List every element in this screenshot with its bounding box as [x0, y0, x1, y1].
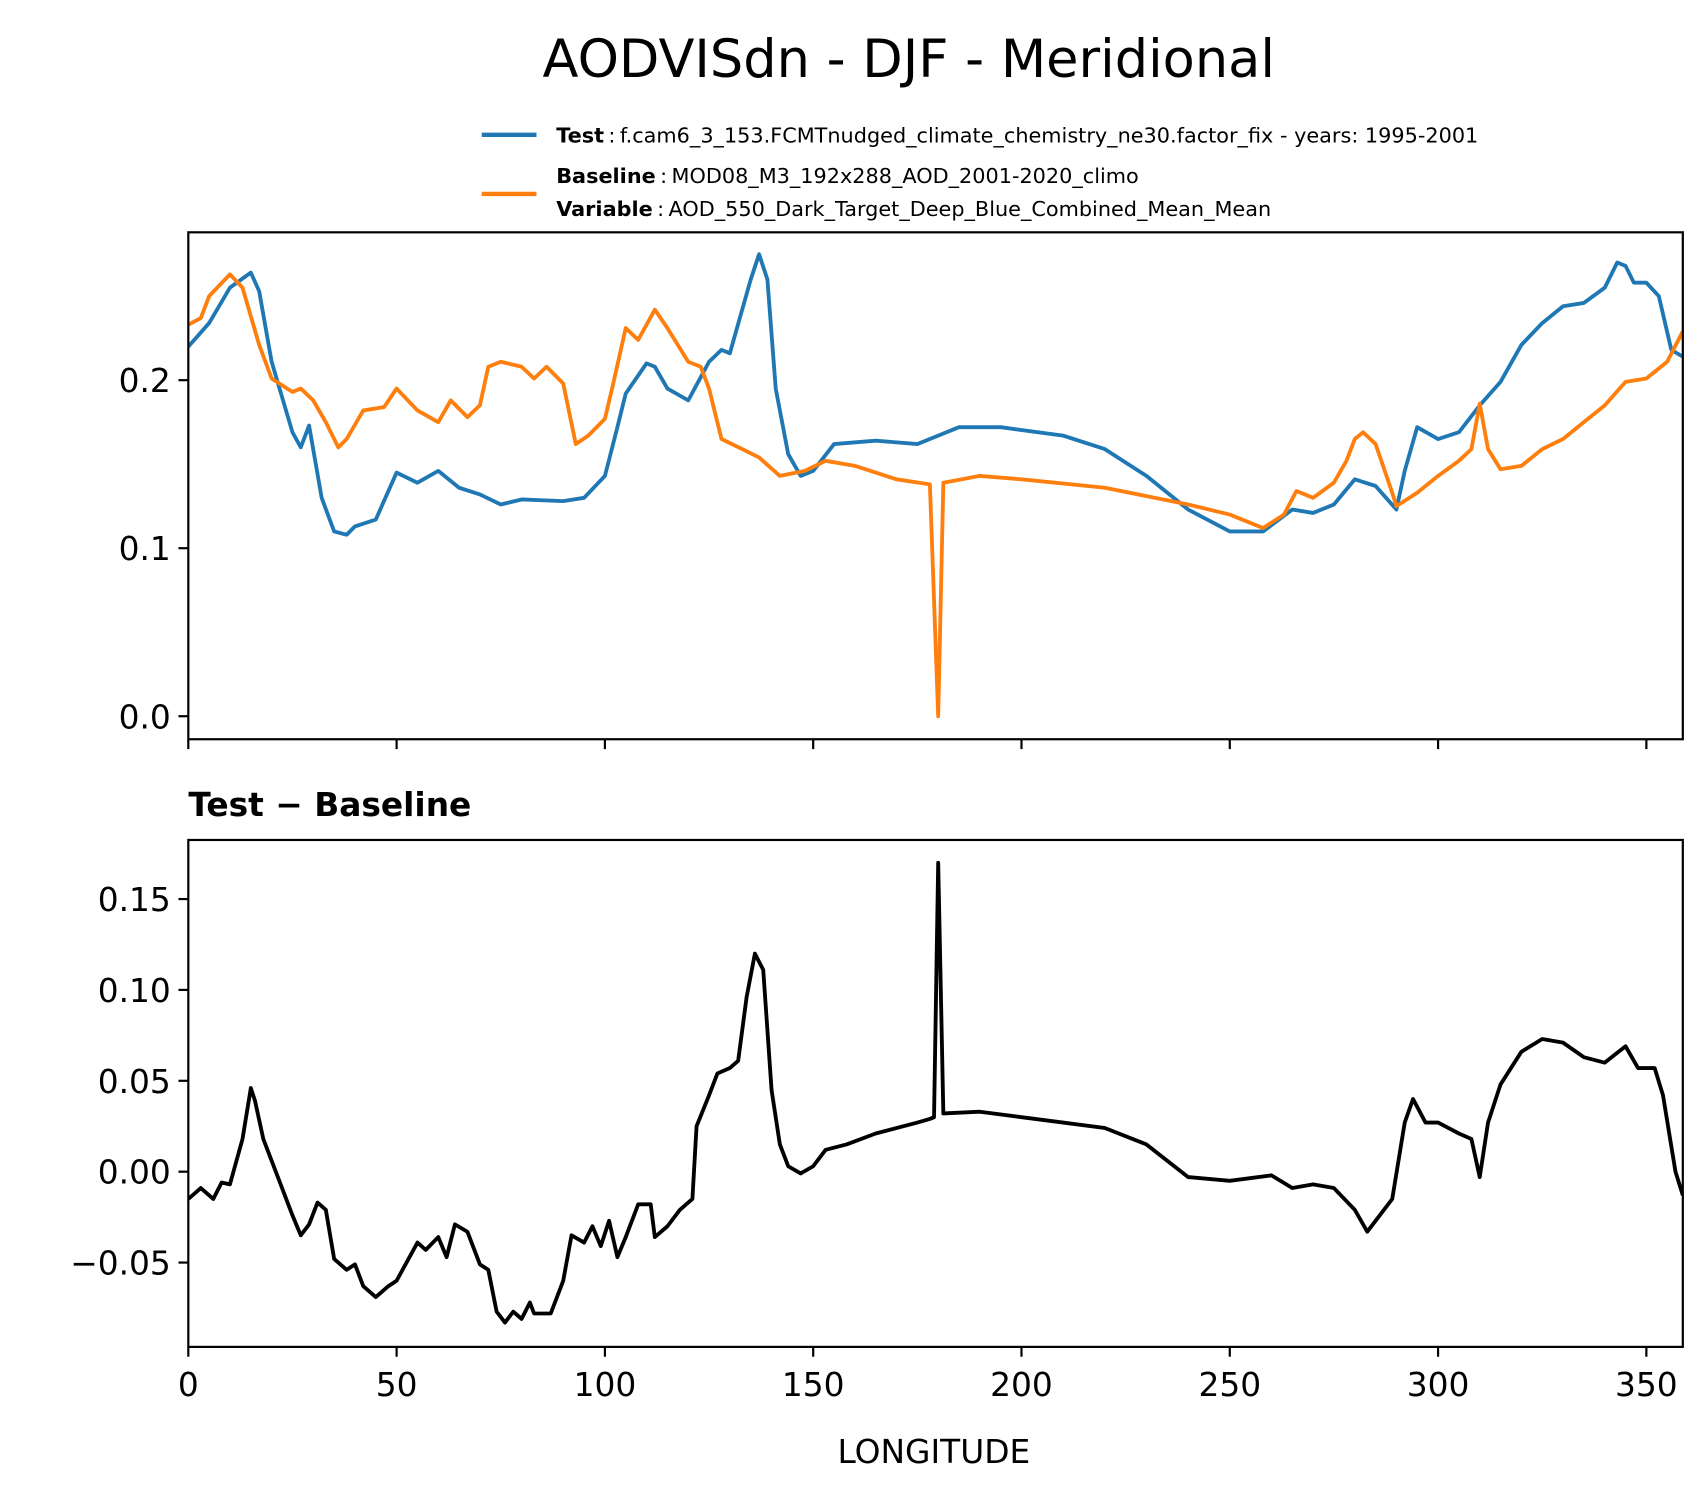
y-tick-label: 0.1: [119, 530, 171, 568]
legend-text: AOD_550_Dark_Target_Deep_Blue_Combined_M…: [669, 197, 1272, 221]
y-tick-label: 0.05: [98, 1063, 171, 1101]
legend-entry: Baseline: MOD08_M3_192x288_AOD_2001-2020_…: [556, 164, 1139, 188]
data-line: [188, 272, 1683, 719]
legend-entry: Variable: AOD_550_Dark_Target_Deep_Blue_C…: [556, 197, 1271, 221]
legend-entry: Test: f.cam6_3_153.FCMTnudged_climate_che…: [556, 124, 1478, 148]
x-tick-label: 200: [990, 1366, 1053, 1404]
plot-frame: [187, 838, 1684, 1348]
data-line: [188, 252, 1683, 537]
legend-key: Test: [556, 124, 604, 148]
y-tick-label: 0.10: [98, 972, 171, 1010]
x-tick-label: 50: [376, 1366, 418, 1404]
legend-key: Variable: [556, 197, 653, 221]
x-tick-label: 350: [1615, 1366, 1678, 1404]
x-tick-label: 150: [782, 1366, 845, 1404]
legend-text: f.cam6_3_153.FCMTnudged_climate_chemistr…: [620, 124, 1478, 148]
legend-key: Baseline: [556, 164, 656, 188]
legend-separator: :: [608, 124, 615, 148]
chart-title: AODVISdn - DJF - Meridional: [543, 29, 1275, 90]
legend-separator: :: [657, 197, 664, 221]
y-tick-label: 0.0: [119, 698, 171, 736]
y-tick-label: 0.15: [98, 881, 171, 919]
x-tick-label: 300: [1407, 1366, 1470, 1404]
x-tick-label: 100: [574, 1366, 637, 1404]
subplot-title: Test − Baseline: [188, 786, 471, 824]
x-tick-label: 0: [178, 1366, 199, 1404]
x-axis-label: LONGITUDE: [838, 1433, 1031, 1471]
y-tick-label: 0.2: [119, 362, 171, 400]
legend-separator: :: [660, 164, 667, 188]
plot-frame: [187, 231, 1684, 741]
legend-text: MOD08_M3_192x288_AOD_2001-2020_climo: [672, 164, 1139, 188]
x-tick-label: 250: [1198, 1366, 1261, 1404]
y-tick-label: −0.05: [70, 1245, 171, 1283]
data-line: [188, 860, 1683, 1325]
y-tick-label: 0.00: [98, 1154, 171, 1192]
